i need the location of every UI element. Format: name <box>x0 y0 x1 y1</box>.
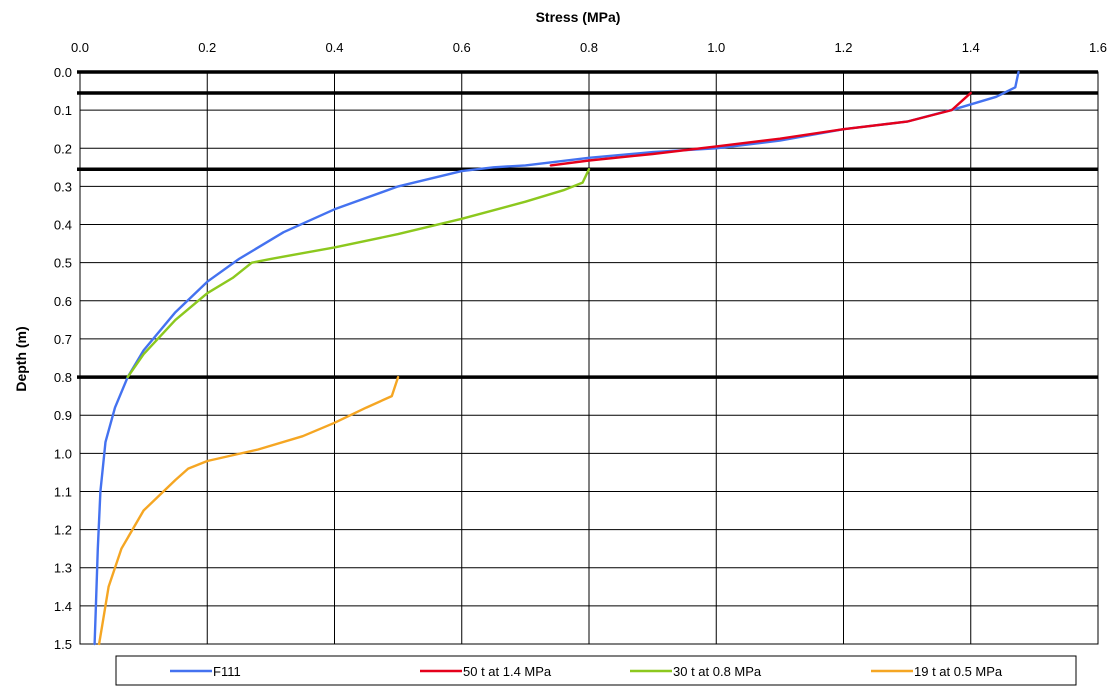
y-tick-label: 0.0 <box>54 65 72 80</box>
series-line-1 <box>93 70 1020 646</box>
legend-label: 19 t at 0.5 MPa <box>914 664 1003 679</box>
x-tick-label: 1.6 <box>1089 40 1107 55</box>
series-line-2 <box>549 91 972 167</box>
y-tick-label: 0.8 <box>54 370 72 385</box>
y-tick-label: 0.9 <box>54 408 72 423</box>
legend-label: 30 t at 0.8 MPa <box>673 664 762 679</box>
legend-box <box>115 655 1077 686</box>
legend-label: F111 <box>213 664 241 679</box>
y-tick-label: 1.2 <box>54 523 72 538</box>
y-tick-label: 0.7 <box>54 332 72 347</box>
series-line-3 <box>126 167 591 379</box>
layer-boundaries <box>77 70 1098 379</box>
x-tick-labels: 0.0 0.2 0.4 0.6 0.8 1.0 1.2 1.4 1.6 <box>71 40 1107 55</box>
x-tick-label: 0.4 <box>325 40 343 55</box>
x-tick-label: 0.8 <box>580 40 598 55</box>
x-tick-label: 0.6 <box>453 40 471 55</box>
series-line-4 <box>97 375 400 646</box>
x-tick-label: 1.4 <box>962 40 980 55</box>
y-tick-labels: 0.0 0.1 0.2 0.3 0.4 0.5 0.6 0.7 0.8 0.9 1.0 1.1 1.2 1… <box>54 65 72 652</box>
y-tick-label: 1.5 <box>54 637 72 652</box>
y-tick-label: 0.5 <box>54 256 72 271</box>
y-tick-label: 0.4 <box>54 218 72 233</box>
y-tick-label: 0.1 <box>54 103 72 118</box>
x-tick-label: 0.0 <box>71 40 89 55</box>
y-tick-label: 1.3 <box>54 561 72 576</box>
y-axis-title: Depth (m) <box>13 326 29 391</box>
y-tick-label: 1.1 <box>54 484 72 499</box>
x-axis-title: Stress (MPa) <box>536 9 621 25</box>
y-tick-label: 1.0 <box>54 446 72 461</box>
y-tick-label: 1.4 <box>54 599 72 614</box>
x-tick-label: 1.0 <box>707 40 725 55</box>
y-tick-label: 0.6 <box>54 294 72 309</box>
series-lines <box>93 70 1020 646</box>
y-tick-label: 0.2 <box>54 141 72 156</box>
y-tick-label: 0.3 <box>54 179 72 194</box>
legend-label: 50 t at 1.4 MPa <box>463 664 552 679</box>
x-tick-label: 1.2 <box>834 40 852 55</box>
x-tick-label: 0.2 <box>198 40 216 55</box>
legend: F111 50 t at 1.4 MPa 30 t at 0.8 MPa 19 t a… <box>115 655 1077 686</box>
